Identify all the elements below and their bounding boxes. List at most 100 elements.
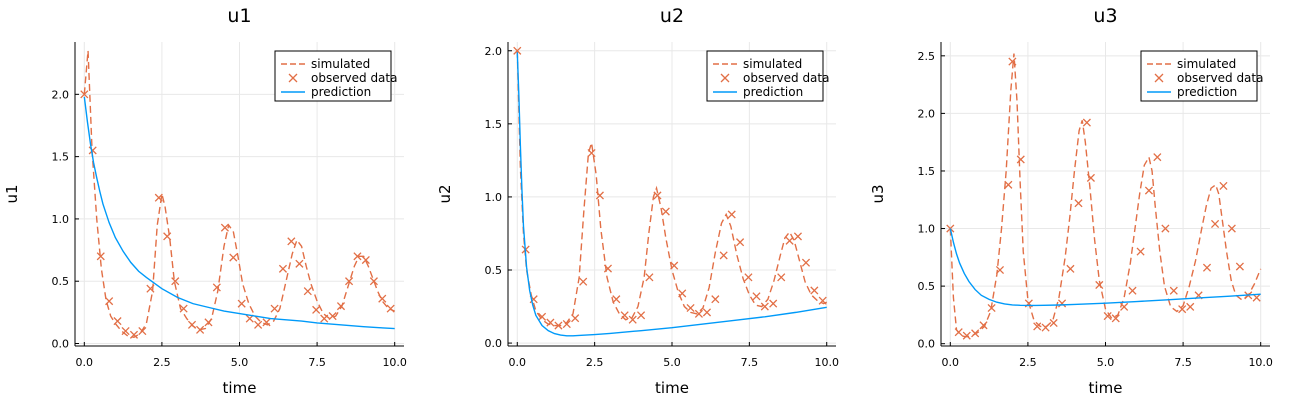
observed-data-point — [1095, 280, 1104, 290]
observed-data-point — [1211, 219, 1220, 228]
simulated-line — [949, 53, 1262, 338]
observed-data-point — [80, 90, 89, 99]
observed-data-point — [270, 304, 279, 313]
observed-data-point — [96, 252, 105, 261]
observed-data-point — [1161, 224, 1170, 233]
observed-data-point — [1120, 302, 1129, 311]
observed-data-point — [361, 255, 370, 265]
y-tick-label: 2.0 — [918, 107, 936, 120]
observed-data-point — [229, 253, 238, 262]
observed-data-point — [744, 273, 753, 282]
y-axis-label: u2 — [436, 184, 454, 203]
observed-data-point — [1103, 312, 1112, 321]
observed-data-point — [295, 259, 304, 268]
observed-data-point — [1128, 286, 1137, 295]
observed-data-point — [1235, 262, 1244, 271]
observed-data-point — [1033, 322, 1042, 331]
observed-data-point — [129, 330, 139, 339]
legend-observed-swatch — [1154, 73, 1164, 83]
observed-data-point — [220, 223, 229, 232]
plot-area — [80, 50, 395, 339]
legend-prediction-label: prediction — [1177, 85, 1237, 99]
y-tick-label: 1.0 — [52, 213, 70, 226]
y-tick-label: 1.0 — [918, 223, 936, 236]
legend-prediction-label: prediction — [311, 85, 371, 99]
observed-data-point — [546, 318, 555, 327]
x-tick-label: 10.0 — [382, 356, 407, 369]
observed-data-point — [777, 273, 786, 282]
x-axis-label: time — [655, 379, 689, 397]
y-tick-label: 0.5 — [918, 280, 936, 293]
y-tick-label: 1.0 — [485, 191, 503, 204]
observed-data-point — [88, 146, 97, 155]
x-tick-label: 5.0 — [663, 356, 681, 369]
observed-data-point — [571, 314, 580, 323]
observed-data-point — [1227, 224, 1236, 233]
observed-data-point — [113, 317, 122, 326]
observed-data-point — [1136, 247, 1145, 256]
observed-data-point — [752, 292, 761, 301]
chart-title: u1 — [227, 5, 251, 27]
x-tick-label: 7.5 — [308, 356, 326, 369]
x-tick-label: 5.0 — [231, 356, 249, 369]
y-tick-label: 0.5 — [485, 264, 503, 277]
observed-data-point — [171, 277, 180, 286]
chart-title: u2 — [660, 5, 684, 27]
x-tick-label: 5.0 — [1097, 356, 1115, 369]
x-tick-label: 2.5 — [586, 356, 604, 369]
observed-data-point — [1016, 155, 1025, 164]
observed-data-point — [987, 303, 996, 313]
observed-data-point — [154, 193, 163, 202]
y-tick-label: 1.5 — [485, 118, 503, 131]
x-tick-label: 2.5 — [153, 356, 171, 369]
x-tick-label: 0.0 — [76, 356, 94, 369]
observed-data-point — [686, 303, 695, 313]
observed-data-point — [702, 308, 712, 317]
observed-data-point — [187, 320, 197, 329]
observed-data-point — [736, 238, 745, 247]
observed-data-point — [785, 236, 794, 245]
observed-data-point — [620, 311, 629, 320]
observed-data-point — [138, 326, 147, 336]
simulated-line — [83, 50, 395, 339]
x-tick-label: 10.0 — [1248, 356, 1273, 369]
observed-data-point — [378, 294, 387, 303]
observed-data-point — [1086, 173, 1095, 182]
observed-data-point — [212, 283, 221, 292]
observed-data-point — [1153, 153, 1162, 162]
observed-data-point — [105, 297, 114, 306]
chart-title: u3 — [1093, 5, 1117, 27]
y-tick-label: 2.0 — [52, 88, 70, 101]
observed-data-point — [1169, 286, 1178, 295]
x-tick-label: 7.5 — [1174, 356, 1192, 369]
legend-simulated-label: simulated — [311, 57, 370, 71]
observed-data-point — [312, 305, 321, 314]
legend-observed-label: observed data — [1177, 71, 1263, 85]
prediction-line — [516, 52, 827, 337]
observed-data-point — [587, 149, 596, 158]
observed-data-point — [278, 264, 288, 273]
observed-data-point — [603, 264, 613, 273]
observed-data-point — [537, 312, 547, 321]
observed-data-point — [1178, 305, 1187, 314]
observed-data-point — [1111, 314, 1120, 323]
observed-data-point — [1066, 264, 1075, 273]
observed-data-point — [1057, 299, 1067, 308]
observed-data-point — [179, 304, 188, 313]
legend-observed-swatch — [288, 73, 298, 83]
observed-data-point — [954, 328, 963, 337]
observed-data-point — [196, 325, 205, 334]
observed-data-point — [612, 295, 621, 304]
y-axis-label: u3 — [869, 184, 887, 203]
observed-data-point — [336, 302, 346, 311]
observed-data-point — [801, 258, 811, 267]
x-tick-label: 0.0 — [509, 356, 527, 369]
observed-data-point — [554, 321, 563, 330]
y-tick-label: 0.0 — [485, 337, 503, 350]
legend-observed-label: observed data — [311, 71, 397, 85]
observed-data-point — [636, 311, 646, 320]
observed-data-point — [204, 318, 213, 327]
